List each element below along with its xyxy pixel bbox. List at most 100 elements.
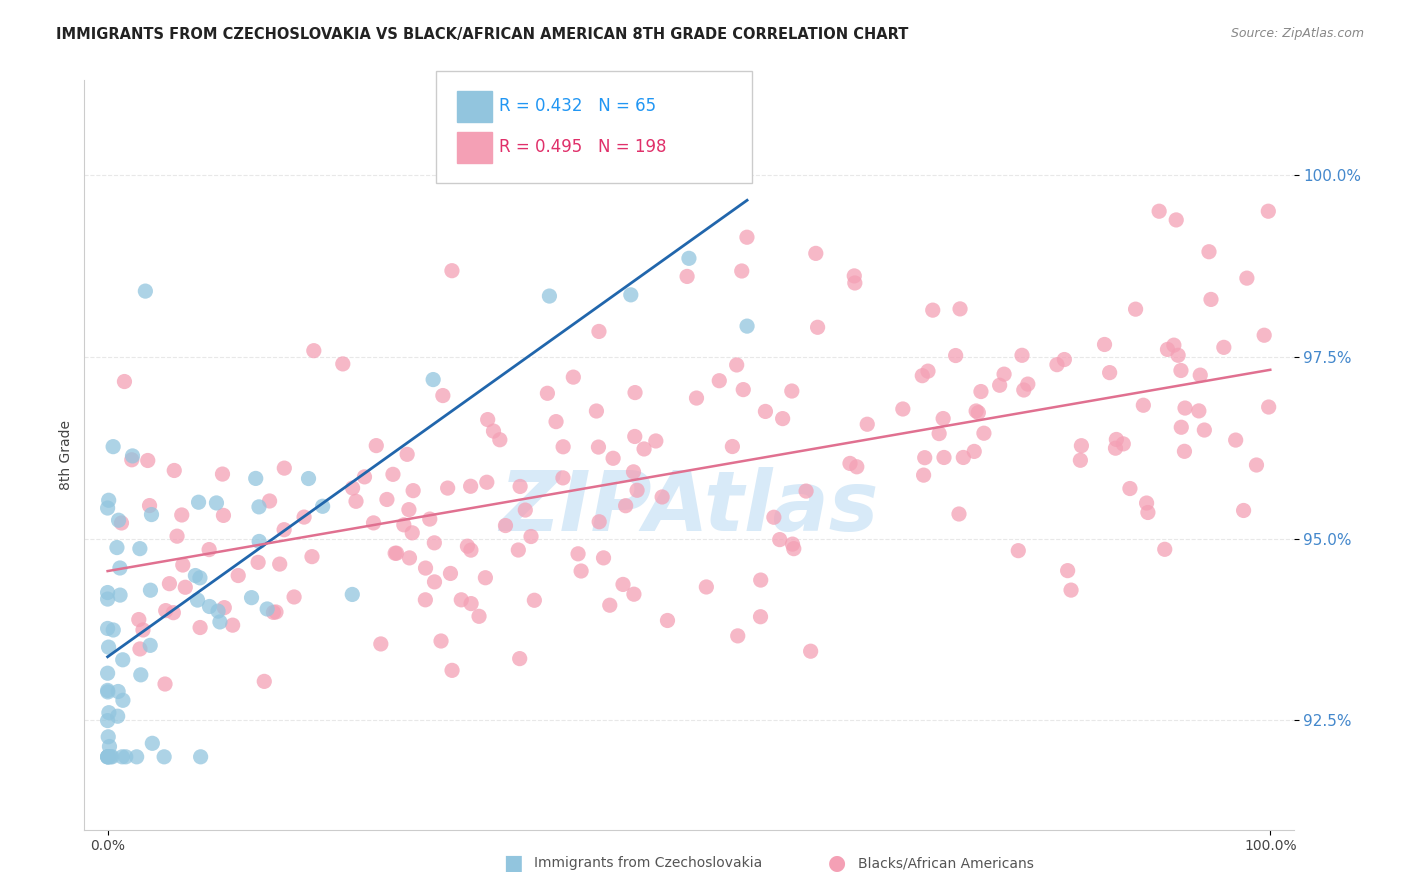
Point [188,621,211,635]
Point [844,276,866,290]
Point [297,471,319,485]
Point [544,415,567,429]
Point [430,634,453,648]
Point [101,440,124,454]
Point [1257,204,1279,219]
Point [155,604,177,618]
Point [402,483,425,498]
Point [283,590,305,604]
Point [110,516,132,530]
Point [623,429,645,443]
Point [1046,358,1069,372]
Point [264,605,287,619]
Point [856,417,879,432]
Point [932,450,955,465]
Point [1174,401,1197,415]
Point [139,638,162,652]
Point [1153,542,1175,557]
Point [1104,441,1126,455]
Point [932,411,955,425]
Point [129,668,152,682]
Point [450,592,472,607]
Point [422,373,444,387]
Point [207,604,229,618]
Point [136,453,159,467]
Point [794,484,817,499]
Point [782,537,804,551]
Point [153,749,176,764]
Point [588,325,610,339]
Point [214,600,236,615]
Point [1056,564,1078,578]
Point [384,546,406,560]
Point [212,508,235,523]
Point [891,402,914,417]
Point [963,444,986,458]
Text: Source: ZipAtlas.com: Source: ZipAtlas.com [1230,27,1364,40]
Point [398,502,420,516]
Point [97,749,120,764]
Point [772,411,794,425]
Point [344,494,367,508]
Point [97,749,120,764]
Point [415,561,437,575]
Point [749,609,772,624]
Point [1070,439,1092,453]
Point [1198,244,1220,259]
Point [515,503,537,517]
Point [1188,404,1211,418]
Point [551,471,574,485]
Point [436,481,458,495]
Point [1119,482,1142,496]
Point [245,471,267,485]
Point [651,490,673,504]
Point [477,412,499,426]
Point [162,606,184,620]
Point [1236,271,1258,285]
Point [1112,437,1135,451]
Point [97,706,120,720]
Point [482,424,505,438]
Text: ZIPAtlas: ZIPAtlas [499,467,879,548]
Point [205,496,228,510]
Point [97,749,120,764]
Point [166,529,188,543]
Point [678,252,700,266]
Point [783,541,806,556]
Text: Immigrants from Czechoslovakia: Immigrants from Czechoslovakia [534,856,762,871]
Point [157,576,180,591]
Point [401,525,423,540]
Point [141,508,163,522]
Point [1105,433,1128,447]
Point [1163,338,1185,352]
Point [585,404,607,418]
Point [381,467,404,482]
Point [273,523,295,537]
Point [1170,363,1192,377]
Point [1167,348,1189,362]
Point [302,343,325,358]
Point [141,736,163,750]
Point [114,375,136,389]
Point [107,513,129,527]
Point [460,597,482,611]
Point [633,442,655,456]
Point [247,534,270,549]
Point [839,457,862,471]
Point [1069,453,1091,467]
Point [363,516,385,530]
Point [97,730,120,744]
Point [762,510,785,524]
Point [186,593,208,607]
Point [138,499,160,513]
Point [553,440,575,454]
Point [993,367,1015,381]
Point [523,593,546,607]
Point [911,368,934,383]
Point [188,571,211,585]
Point [170,508,193,522]
Point [432,388,454,402]
Point [588,515,610,529]
Point [1194,423,1216,437]
Point [97,685,120,699]
